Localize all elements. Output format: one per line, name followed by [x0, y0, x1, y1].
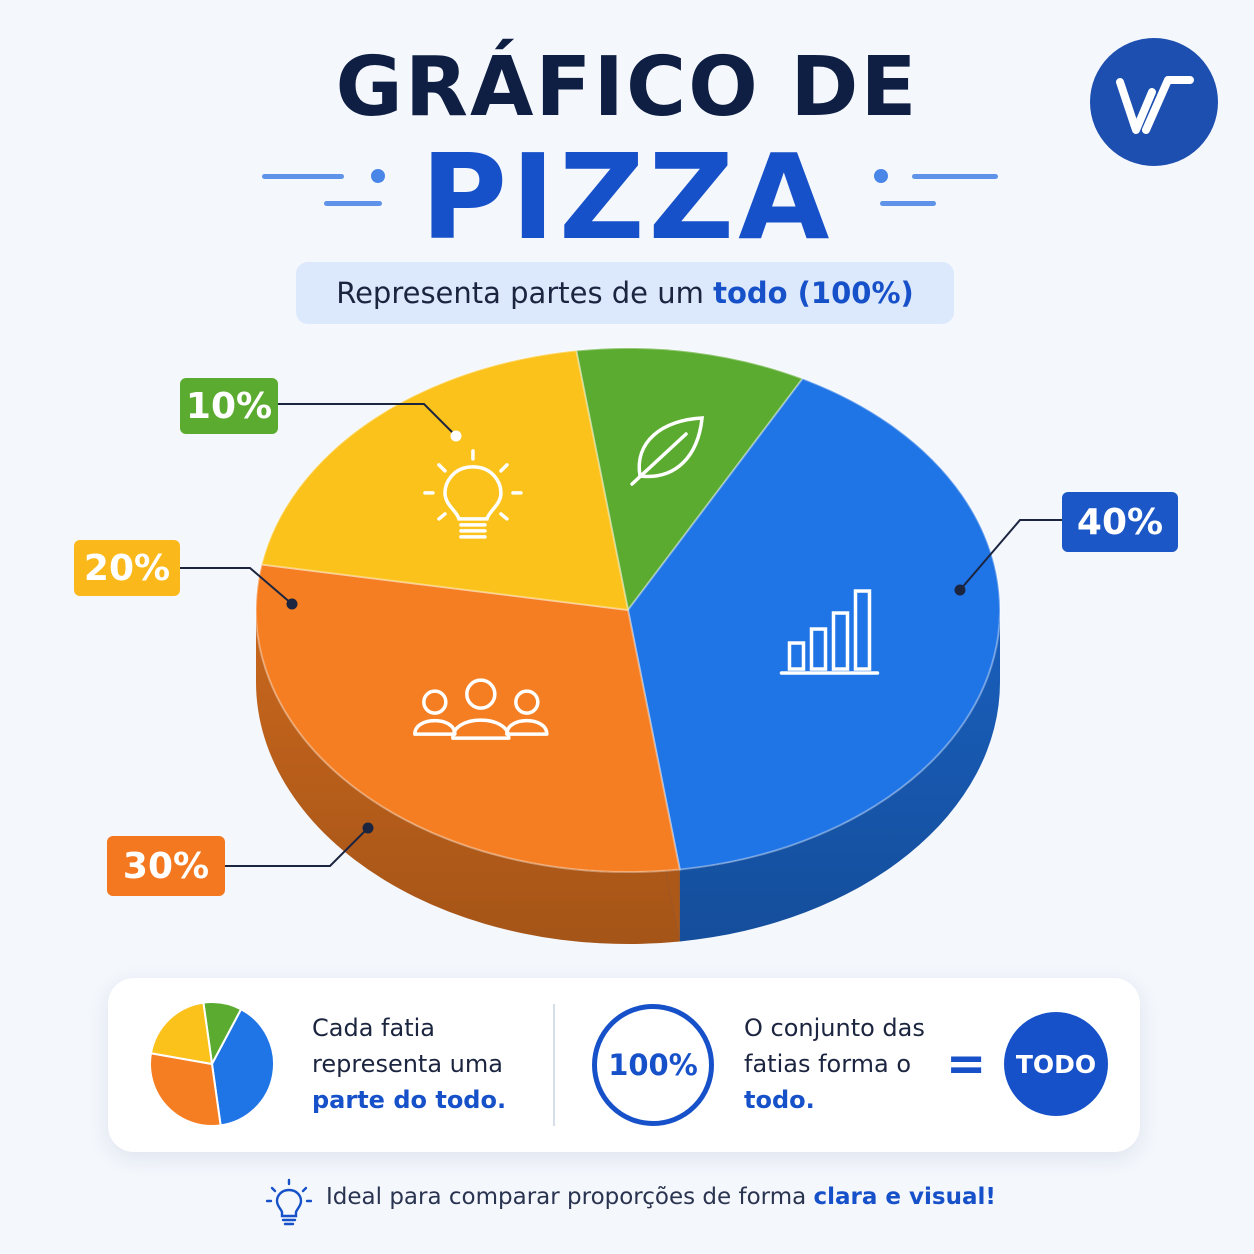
- footer-highlight: clara e visual!: [813, 1184, 996, 1210]
- slice-label-10: 10%: [180, 378, 278, 434]
- slice-label-40: 40%: [1062, 492, 1178, 552]
- card-left-line-2: representa uma: [312, 1050, 503, 1078]
- card-right-line-2: fatias forma o: [744, 1050, 912, 1078]
- ring-100-percent: 100%: [592, 1004, 714, 1126]
- title-line-2: PIZZA: [420, 128, 834, 266]
- slice-10-leader-line: [278, 403, 457, 437]
- slice-10-leader-dot: [450, 430, 462, 442]
- lightbulb-icon: [266, 1178, 312, 1226]
- subtitle-pill: Representa partes de um todo (100%): [296, 262, 954, 324]
- bar-chart-icon: [779, 589, 880, 675]
- slice-40-leader-dot: [954, 584, 966, 596]
- decor-line-right-bottom: [880, 201, 936, 206]
- decor-line-left-bottom: [324, 201, 382, 206]
- w-logo-icon: [1090, 38, 1218, 166]
- lightbulb-icon: [423, 449, 523, 539]
- todo-circle: TODO: [1004, 1012, 1108, 1116]
- mini-slice-30: [149, 1052, 222, 1127]
- slice-30: [255, 563, 681, 873]
- card-left-highlight: parte do todo.: [312, 1086, 507, 1114]
- subtitle-highlight: todo (100%): [713, 276, 914, 310]
- slice-20-leader-line: [180, 567, 293, 605]
- card-left-line-1: Cada fatia: [312, 1014, 435, 1042]
- slice-40-side-shade: [679, 610, 1000, 942]
- slice-10: [575, 347, 805, 613]
- people-icon: [413, 678, 549, 740]
- slice-label-30: 30%: [107, 836, 225, 896]
- slice-30-side-shade: [256, 610, 680, 945]
- slice-20-leader-dot: [286, 598, 298, 610]
- subtitle-text: Representa partes de um: [336, 276, 714, 310]
- mini-pie-chart: [149, 1001, 275, 1127]
- card-divider: [553, 1004, 555, 1126]
- decor-dot-right: [874, 169, 888, 183]
- card-right-line-1: O conjunto das: [744, 1014, 925, 1042]
- decor-dot-left: [371, 169, 385, 183]
- mini-slice-40: [210, 1007, 275, 1127]
- leaf-icon: [630, 416, 705, 486]
- slice-40: [626, 377, 1001, 871]
- card-right-highlight: todo.: [744, 1086, 815, 1114]
- footer-text: Ideal para comparar proporções de forma …: [326, 1184, 996, 1210]
- slice-30-leader-dot: [362, 822, 374, 834]
- footer-prefix: Ideal para comparar proporções de forma: [326, 1184, 814, 1210]
- card-left-text: Cada fatia representa uma parte do todo.: [312, 1010, 506, 1118]
- slice-20: [260, 349, 630, 612]
- title-line-1: GRÁFICO DE: [335, 40, 919, 135]
- mini-slice-20: [149, 1001, 214, 1066]
- decor-line-right-top: [912, 174, 998, 179]
- equals-sign: =: [946, 1036, 987, 1092]
- slice-30-leader-line: [225, 827, 369, 867]
- card-right-text: O conjunto das fatias forma o todo.: [744, 1010, 925, 1118]
- decor-line-left-top: [262, 174, 344, 179]
- slice-40-leader-line: [959, 519, 1062, 591]
- slice-label-20: 20%: [74, 540, 180, 596]
